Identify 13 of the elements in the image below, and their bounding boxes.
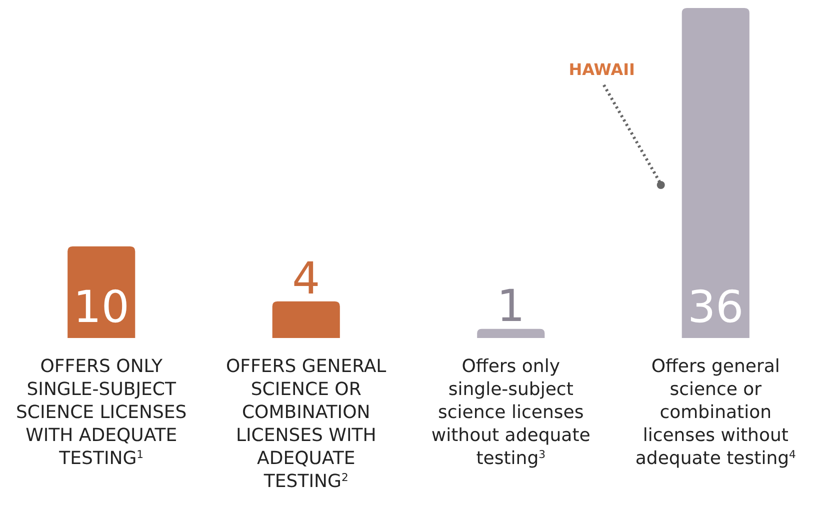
x-tick-label: OFFERS ONLY SINGLE-SUBJECT SCIENCE LICENSES WITH ADEQUATE TESTING$^{1}$ [16,356,187,469]
annotation: HAWAII [568,60,635,79]
x-tick-label: Offers only single-subject science licenses without adequate testing$^{3}$ [431,356,590,469]
bar [272,301,340,338]
x-tick-label: Offers general science or combination licenses without adequate testing$^{4}$ [635,356,796,469]
data-label: 4 [292,253,320,304]
data-label: 10 [73,282,130,333]
bar [682,8,750,338]
bar [68,246,136,338]
x-tick-label: OFFERS GENERAL SCIENCE OR COMBINATION LICENSES WITH ADEQUATE TESTING$^{2}$ [226,356,386,492]
data-label: 1 [496,280,525,332]
bar [477,328,545,338]
data-label: 36 [688,282,744,333]
